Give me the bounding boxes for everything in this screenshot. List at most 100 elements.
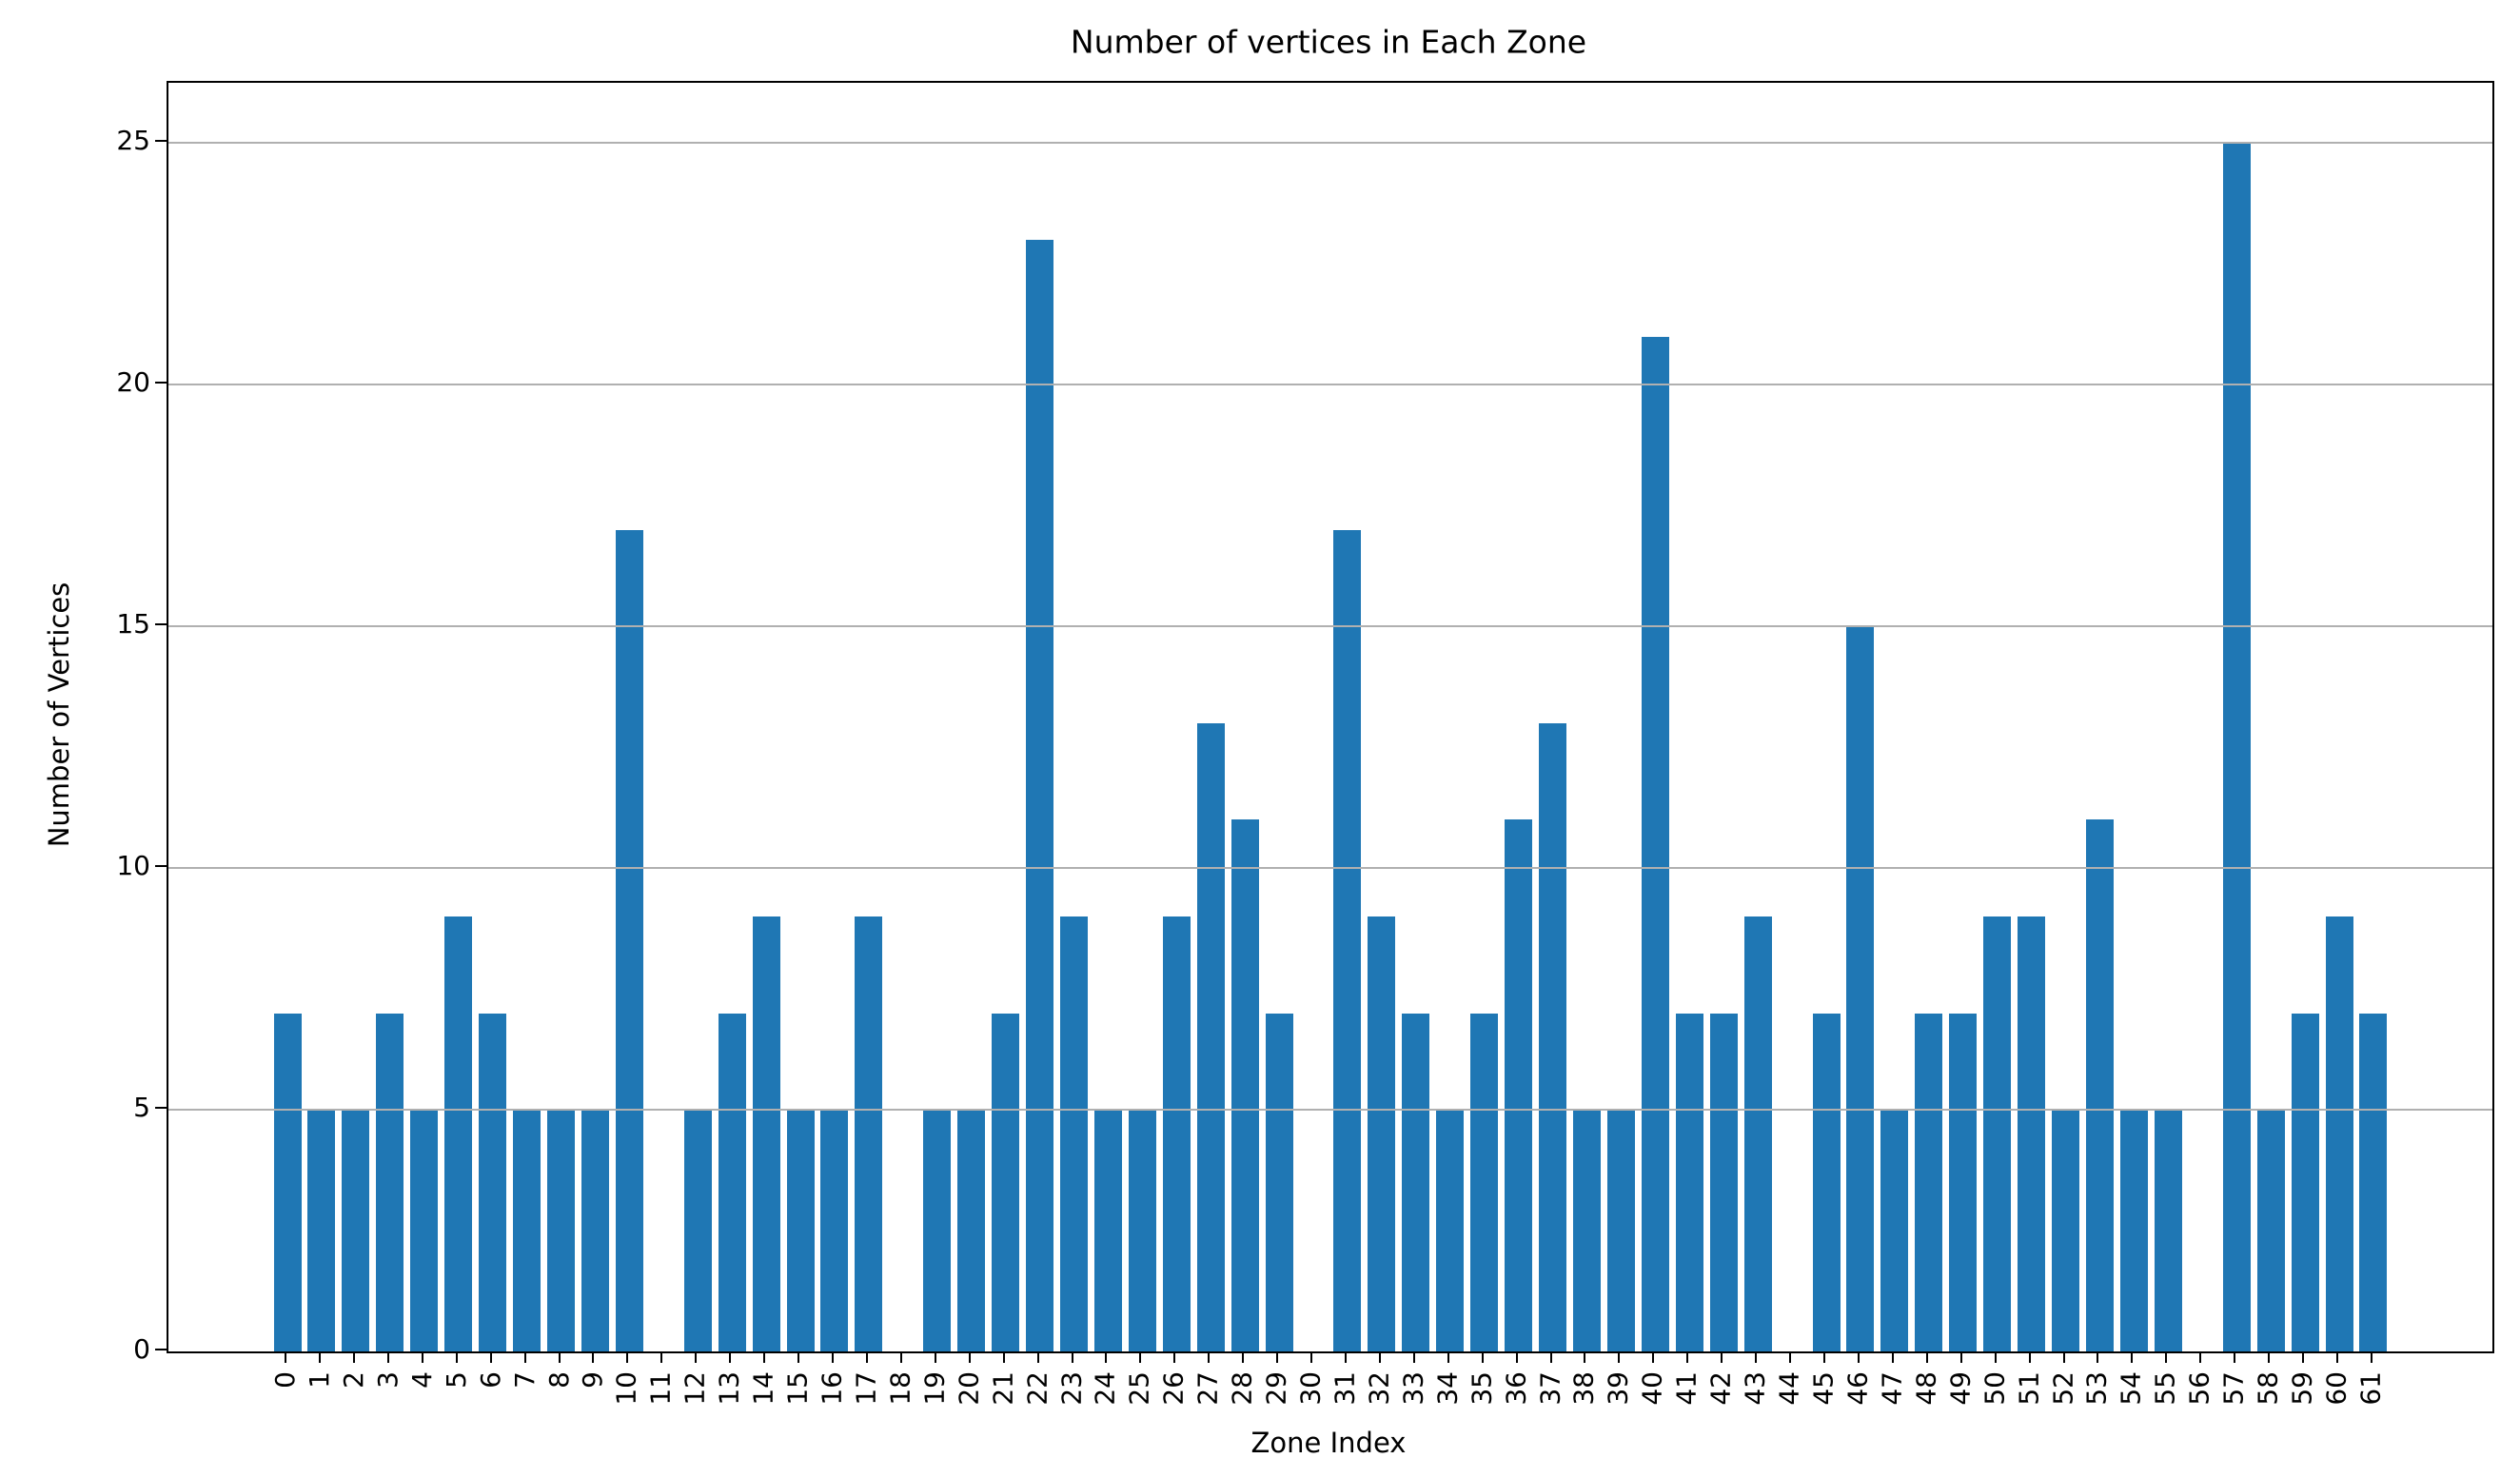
bar-zone-1 (307, 1110, 335, 1351)
x-tick-55 (2165, 1351, 2167, 1363)
bar-zone-12 (684, 1110, 712, 1351)
x-tick-label-text: 1 (304, 1371, 335, 1389)
bar-zone-8 (547, 1110, 575, 1351)
x-tick-label-text: 13 (714, 1371, 745, 1406)
gridline-y-25 (168, 142, 2492, 144)
gridline-y-10 (168, 867, 2492, 869)
bar-zone-23 (1060, 916, 1088, 1351)
x-tick-40 (1652, 1351, 1654, 1363)
bar-zone-52 (2052, 1110, 2079, 1351)
x-tick-label-text: 36 (1501, 1371, 1532, 1406)
x-tick-34 (1447, 1351, 1449, 1363)
bar-zone-46 (1846, 626, 1874, 1351)
x-tick-46 (1858, 1351, 1860, 1363)
x-tick-label-text: 21 (988, 1371, 1019, 1406)
bar-zone-26 (1163, 916, 1191, 1351)
y-tick-0 (155, 1349, 167, 1350)
x-tick-label-text: 4 (406, 1371, 438, 1389)
x-tick-30 (1310, 1351, 1312, 1363)
x-tick-label-text: 23 (1056, 1371, 1088, 1406)
bar-zone-14 (753, 916, 780, 1351)
x-tick-29 (1276, 1351, 1278, 1363)
y-tick-20 (155, 382, 167, 384)
bar-zone-47 (1880, 1110, 1908, 1351)
x-tick-11 (660, 1351, 662, 1363)
x-tick-label-text: 41 (1671, 1371, 1703, 1406)
x-tick-label-text: 16 (817, 1371, 848, 1406)
x-tick-label-text: 34 (1432, 1371, 1464, 1406)
y-tick-label-10: 10 (116, 850, 150, 881)
bar-zone-28 (1231, 819, 1259, 1351)
x-tick-label-text: 24 (1090, 1371, 1121, 1406)
x-tick-41 (1686, 1351, 1688, 1363)
bar-zone-22 (1026, 240, 1053, 1351)
x-tick-47 (1892, 1351, 1894, 1363)
bar-zone-5 (444, 916, 472, 1351)
x-tick-24 (1105, 1351, 1107, 1363)
x-tick-51 (2029, 1351, 2031, 1363)
bar-zone-60 (2326, 916, 2353, 1351)
x-tick-58 (2268, 1351, 2270, 1363)
x-tick-label-text: 31 (1329, 1371, 1361, 1406)
bar-zone-24 (1094, 1110, 1122, 1351)
x-tick-57 (2234, 1351, 2235, 1363)
y-tick-label-25: 25 (116, 125, 150, 156)
x-tick-label-text: 18 (885, 1371, 916, 1406)
bar-zone-55 (2155, 1110, 2182, 1351)
x-tick-5 (456, 1351, 458, 1363)
x-tick-label-text: 32 (1364, 1371, 1395, 1406)
y-tick-label-15: 15 (116, 608, 150, 640)
x-tick-52 (2063, 1351, 2065, 1363)
x-tick-label-text: 40 (1637, 1371, 1668, 1406)
bar-zone-61 (2359, 1014, 2387, 1351)
x-tick-label-text: 17 (851, 1371, 882, 1406)
y-tick-5 (155, 1107, 167, 1109)
x-tick-6 (490, 1351, 492, 1363)
x-tick-label-text: 53 (2081, 1371, 2113, 1406)
x-tick-label-text: 55 (2150, 1371, 2181, 1406)
gridline-y-5 (168, 1109, 2492, 1111)
x-tick-label-text: 51 (2014, 1371, 2045, 1406)
x-tick-39 (1618, 1351, 1620, 1363)
bar-zone-29 (1266, 1014, 1293, 1351)
bar-zone-20 (957, 1110, 985, 1351)
x-tick-21 (1003, 1351, 1005, 1363)
y-tick-label-0: 0 (133, 1333, 150, 1365)
x-tick-label-text: 56 (2184, 1371, 2215, 1406)
bar-zone-48 (1915, 1014, 1942, 1351)
x-tick-label-text: 12 (679, 1371, 711, 1406)
bar-zone-49 (1949, 1014, 1977, 1351)
x-tick-8 (559, 1351, 561, 1363)
x-tick-33 (1413, 1351, 1415, 1363)
x-tick-31 (1345, 1351, 1347, 1363)
x-tick-label-text: 61 (2355, 1371, 2387, 1406)
x-tick-0 (285, 1351, 286, 1363)
x-tick-label-text: 3 (372, 1371, 404, 1389)
bar-zone-4 (410, 1110, 438, 1351)
x-tick-label-text: 59 (2287, 1371, 2318, 1406)
bar-zone-38 (1573, 1110, 1601, 1351)
bar-zone-45 (1813, 1014, 1841, 1351)
x-tick-15 (797, 1351, 799, 1363)
x-tick-45 (1823, 1351, 1825, 1363)
x-tick-label-text: 20 (954, 1371, 985, 1406)
x-tick-label-text: 10 (611, 1371, 642, 1406)
x-tick-22 (1037, 1351, 1039, 1363)
bar-zone-31 (1333, 530, 1361, 1351)
bar-zone-51 (2018, 916, 2045, 1351)
x-tick-label-text: 8 (543, 1371, 575, 1389)
bar-zone-33 (1402, 1014, 1429, 1351)
x-tick-23 (1072, 1351, 1073, 1363)
bar-zone-21 (992, 1014, 1019, 1351)
bar-zone-59 (2292, 1014, 2319, 1351)
x-tick-14 (763, 1351, 765, 1363)
x-tick-28 (1242, 1351, 1244, 1363)
bar-zone-27 (1197, 723, 1225, 1351)
y-tick-15 (155, 623, 167, 625)
x-tick-label-text: 7 (509, 1371, 541, 1389)
x-tick-label-text: 49 (1945, 1371, 1977, 1406)
x-tick-2 (353, 1351, 355, 1363)
x-tick-42 (1721, 1351, 1723, 1363)
x-tick-37 (1550, 1351, 1552, 1363)
